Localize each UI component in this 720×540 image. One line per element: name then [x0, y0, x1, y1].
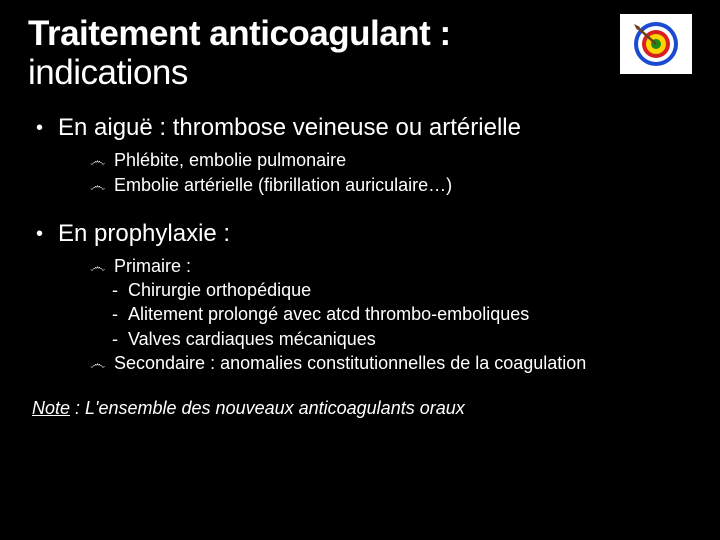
list-item: - Chirurgie orthopédique [112, 278, 692, 302]
title-line-1: Traitement anticoagulant : [28, 14, 451, 53]
curl-bullet-icon: ෴ [90, 176, 114, 198]
list-item-text: Valves cardiaques mécaniques [128, 327, 376, 351]
list-item-text: Primaire : [114, 254, 191, 278]
footnote: Note : L'ensemble des nouveaux anticoagu… [32, 398, 692, 419]
list-item: ෴ Phlébite, embolie pulmonaire [90, 148, 692, 173]
list-item-text: Phlébite, embolie pulmonaire [114, 148, 346, 172]
list-item: - Valves cardiaques mécaniques [112, 327, 692, 351]
sub-list: ෴ Phlébite, embolie pulmonaire ෴ Embolie… [90, 148, 692, 197]
section-heading-text: En aiguë : thrombose veineuse ou artérie… [58, 114, 521, 142]
list-item: ෴ Primaire : [90, 254, 692, 279]
dash-bullet-icon: - [112, 327, 128, 351]
target-icon [620, 14, 692, 74]
list-item-text: Secondaire : anomalies constitutionnelle… [114, 351, 586, 375]
dot-bullet-icon: • [36, 223, 58, 246]
dash-bullet-icon: - [112, 302, 128, 326]
title-row: Traitement anticoagulant : indications [28, 14, 692, 92]
footnote-text: : L'ensemble des nouveaux anticoagulants… [70, 398, 465, 418]
sub-list: ෴ Primaire : - Chirurgie orthopédique - … [90, 254, 692, 376]
curl-bullet-icon: ෴ [90, 257, 114, 279]
section-prophylaxis: • En prophylaxie : ෴ Primaire : - Chirur… [28, 220, 692, 376]
list-item: ෴ Secondaire : anomalies constitutionnel… [90, 351, 692, 376]
title-line-2: indications [28, 53, 188, 92]
list-item: - Alitement prolongé avec atcd thrombo-e… [112, 302, 692, 326]
list-item-text: Embolie artérielle (fibrillation auricul… [114, 173, 452, 197]
curl-bullet-icon: ෴ [90, 151, 114, 173]
list-item-text: Alitement prolongé avec atcd thrombo-emb… [128, 302, 529, 326]
section-acute: • En aiguë : thrombose veineuse ou artér… [28, 114, 692, 197]
dash-bullet-icon: - [112, 278, 128, 302]
dot-bullet-icon: • [36, 117, 58, 140]
curl-bullet-icon: ෴ [90, 354, 114, 376]
list-item-text: Chirurgie orthopédique [128, 278, 311, 302]
section-heading: • En prophylaxie : [36, 220, 692, 248]
slide-title: Traitement anticoagulant : indications [28, 14, 451, 92]
sub-sub-list: - Chirurgie orthopédique - Alitement pro… [112, 278, 692, 351]
list-item: ෴ Embolie artérielle (fibrillation auric… [90, 173, 692, 198]
section-heading: • En aiguë : thrombose veineuse ou artér… [36, 114, 692, 142]
footnote-label: Note [32, 398, 70, 418]
section-heading-text: En prophylaxie : [58, 220, 230, 248]
slide: Traitement anticoagulant : indications •… [0, 0, 720, 540]
